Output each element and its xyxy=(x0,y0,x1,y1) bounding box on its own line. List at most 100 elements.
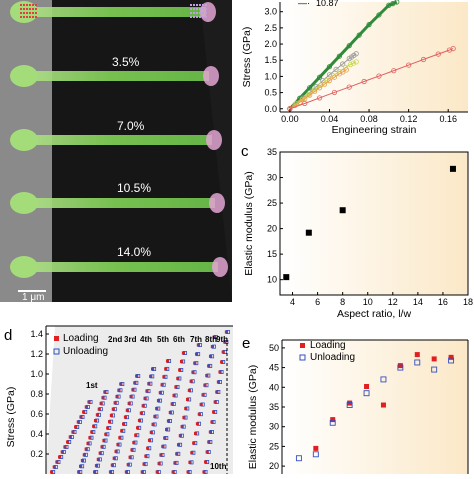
unloading-point xyxy=(126,408,131,413)
grid-mark xyxy=(202,4,204,6)
unloading-point xyxy=(181,359,186,364)
unloading-point xyxy=(80,415,85,420)
chart-b: 0.00 0.04 0.08 0.12 0.16 0.0 0.5 1.0 1.5 2.0 2.5 3.… xyxy=(241,0,468,136)
loading-point xyxy=(414,352,420,358)
nanowire xyxy=(14,135,212,145)
unloading-point xyxy=(103,438,108,443)
x-tick-label: 0.12 xyxy=(400,114,418,124)
unloading-point xyxy=(221,360,226,365)
unloading-point xyxy=(179,368,184,373)
cycle-label: 6th xyxy=(173,335,185,344)
x-tick-label: 0.16 xyxy=(439,114,457,124)
unloading-point xyxy=(161,382,166,387)
panel-label: c xyxy=(241,143,249,160)
unloading-point xyxy=(182,350,187,355)
unloading-point xyxy=(80,464,85,469)
wire-tip xyxy=(203,66,219,86)
unloading-point xyxy=(204,383,209,388)
unloading-point xyxy=(143,462,148,467)
wire-head xyxy=(10,192,38,214)
unloading-point xyxy=(134,380,139,385)
unloading-point xyxy=(99,451,104,456)
x-axis-label: Engineering strain xyxy=(332,124,417,136)
plot-frame xyxy=(279,151,469,296)
unloading-point xyxy=(138,418,143,423)
unloading-point xyxy=(133,440,138,445)
grid-mark xyxy=(199,12,201,14)
series-point xyxy=(326,72,333,78)
wire-tip xyxy=(209,193,225,213)
unloading-point xyxy=(121,428,126,433)
unloading-point xyxy=(158,461,163,466)
unloading-point xyxy=(116,394,121,399)
unloading-point xyxy=(136,374,141,379)
unloading-point xyxy=(181,424,186,429)
unloading-point xyxy=(93,424,98,429)
unloading-point xyxy=(192,370,197,375)
unloading-point xyxy=(187,397,192,402)
cycle-label: 3rd xyxy=(124,335,137,344)
grid-mark xyxy=(29,12,31,14)
loading-point xyxy=(380,402,386,408)
plot-area xyxy=(280,152,468,295)
legend-fragment: —· xyxy=(298,0,310,8)
series-point xyxy=(302,100,308,107)
unloading-point xyxy=(142,403,147,408)
unloading-point xyxy=(124,415,129,420)
grid-mark xyxy=(199,8,201,10)
unloading-point xyxy=(147,446,152,451)
grid-mark xyxy=(32,4,34,6)
unloading-point xyxy=(113,456,118,461)
panel-label: d xyxy=(4,327,12,344)
series-point xyxy=(307,85,313,91)
grid-mark xyxy=(35,4,37,6)
unloading-point xyxy=(380,376,387,383)
grid-mark xyxy=(35,12,37,14)
series-point xyxy=(312,88,318,95)
grid-mark xyxy=(193,4,195,6)
unloading-point xyxy=(75,425,80,430)
x-tick-label: 6 xyxy=(315,297,320,307)
unloading-point xyxy=(115,449,120,454)
y-tick-label: 35 xyxy=(269,402,279,412)
series-point xyxy=(394,0,400,5)
unloading-point xyxy=(188,388,193,393)
y-tick-label: 0.8 xyxy=(30,389,43,399)
legend-marker-loading xyxy=(300,343,305,348)
data-point xyxy=(283,274,290,281)
unloading-point xyxy=(127,462,132,467)
wire-head xyxy=(10,129,38,151)
unloading-point xyxy=(194,361,199,366)
unloading-point xyxy=(118,388,123,393)
legend-marker-unloading xyxy=(53,348,60,355)
unloading-point xyxy=(295,455,302,462)
unloading-point xyxy=(448,357,455,364)
unloading-point xyxy=(213,410,218,415)
grid-mark xyxy=(205,8,207,10)
chart-c-panel: 4 6 8 10 12 14 16 18 10 15 20 25 30 35 Aspect ratio, l… xyxy=(236,140,474,320)
grid-mark xyxy=(202,16,204,18)
grid-mark xyxy=(190,12,192,14)
y-tick-label: 0.4 xyxy=(30,429,43,439)
unloading-point xyxy=(110,413,115,418)
unloading-point xyxy=(171,402,176,407)
data-point xyxy=(449,165,456,172)
wire-head xyxy=(10,65,38,87)
series-point xyxy=(292,102,298,109)
unloading-point xyxy=(165,366,170,371)
grid-mark xyxy=(23,8,25,10)
series-point xyxy=(307,92,313,98)
unloading-point xyxy=(211,420,216,425)
nanowire xyxy=(14,198,215,208)
series-point xyxy=(353,59,359,65)
legend-label-loading: Loading xyxy=(63,333,99,344)
y-tick-label: 0.0 xyxy=(264,104,277,114)
grid-mark xyxy=(205,12,207,14)
series-point xyxy=(331,74,338,80)
series-point xyxy=(376,12,382,18)
unloading-point xyxy=(140,411,145,416)
grid-mark xyxy=(35,16,37,18)
grid-mark xyxy=(20,16,22,18)
loading-point xyxy=(397,363,403,369)
strain-label-4: 14.0% xyxy=(117,245,151,259)
